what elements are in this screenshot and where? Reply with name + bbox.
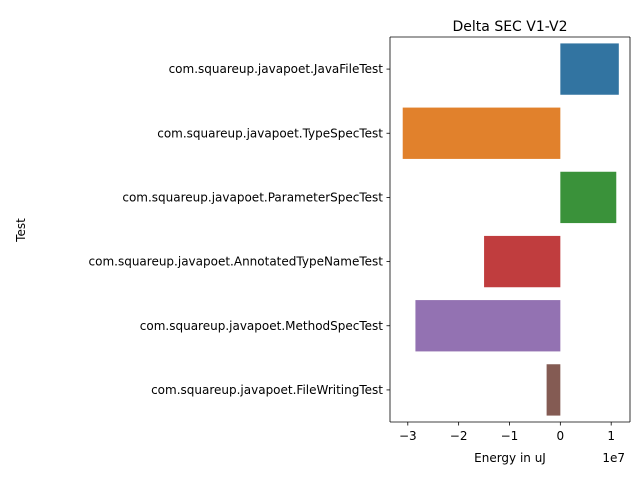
axes-frame [389,36,631,423]
y-tick-label: com.squareup.javapoet.JavaFileTest [169,62,384,76]
x-tick-label: 1 [607,429,615,443]
bar-3 [560,171,617,224]
x-axis-title: Energy in uJ [474,451,546,465]
bar-5 [415,300,561,352]
x-tick-label: −3 [399,429,417,443]
y-tick-label: com.squareup.javapoet.FileWritingTest [151,383,383,397]
x-axis-ticks: −3 −2 −1 0 1 [399,422,615,443]
y-tick-label: com.squareup.javapoet.MethodSpecTest [140,319,384,333]
y-tick-label: com.squareup.javapoet.TypeSpecTest [157,126,383,140]
y-tick-label: com.squareup.javapoet.ParameterSpecTest [122,190,383,204]
y-axis-title: Test [14,218,28,243]
x-axis-offset-label: 1e7 [602,451,625,465]
bar-4 [484,235,561,288]
bars-group [402,43,619,416]
bar-2 [402,107,561,159]
y-axis-ticks: com.squareup.javapoet.JavaFileTest com.sq… [89,62,390,397]
x-tick-label: −1 [501,429,519,443]
chart-title: Delta SEC V1-V2 [453,19,568,35]
x-tick-label: 0 [557,429,565,443]
x-tick-label: −2 [450,429,468,443]
y-tick-label: com.squareup.javapoet.AnnotatedTypeNameT… [89,255,384,269]
bar-6 [546,364,561,416]
bar-1 [560,43,619,95]
